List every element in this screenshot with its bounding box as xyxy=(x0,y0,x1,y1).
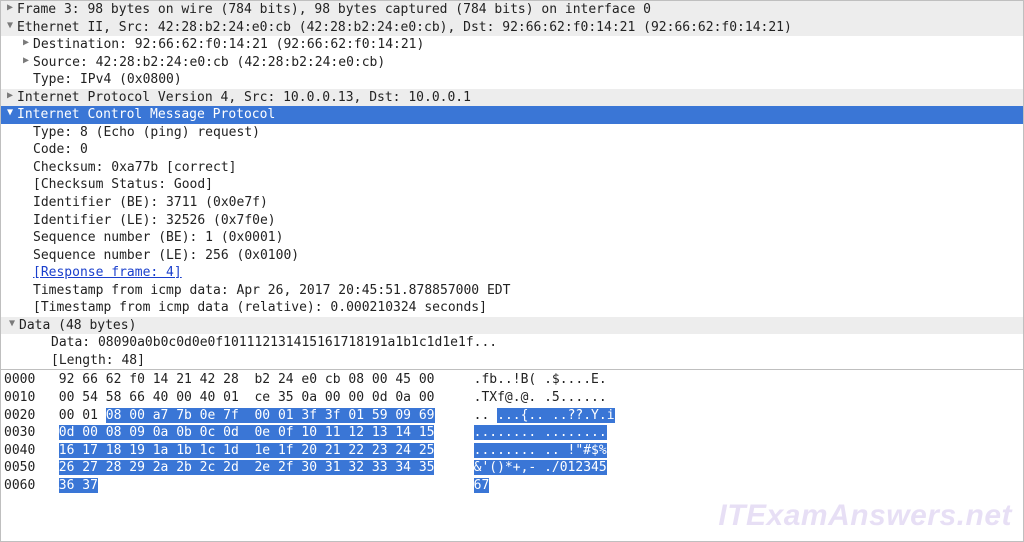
hex-offset: 0050 xyxy=(4,460,59,475)
hex-offset: 0010 xyxy=(4,390,59,405)
hex-bytes-highlighted: 0d 00 08 09 0a 0b 0c 0d 0e 0f 10 11 12 1… xyxy=(59,425,435,440)
frame-summary-label: Frame 3: 98 bytes on wire (784 bits), 98… xyxy=(17,1,651,19)
hex-line[interactable]: 0060 36 37 67 xyxy=(4,477,1020,495)
hex-bytes: 00 54 58 66 40 00 40 01 ce 35 0a 00 00 0… xyxy=(59,390,435,405)
tree-item-icmp-type[interactable]: Type: 8 (Echo (ping) request) xyxy=(1,124,1023,142)
icmp-checksum-status-label: [Checksum Status: Good] xyxy=(33,176,213,194)
ascii-bytes: .fb..!B( .$....E. xyxy=(474,372,607,387)
hex-bytes-highlighted: 26 27 28 29 2a 2b 2c 2d 2e 2f 30 31 32 3… xyxy=(59,460,435,475)
icmp-id-be-label: Identifier (BE): 3711 (0x0e7f) xyxy=(33,194,268,212)
hex-bytes-highlighted: 36 37 xyxy=(59,478,98,493)
tree-item-ethernet[interactable]: ▼ Ethernet II, Src: 42:28:b2:24:e0:cb (4… xyxy=(1,19,1023,37)
icmp-code-label: Code: 0 xyxy=(33,141,88,159)
chevron-right-icon: ▶ xyxy=(19,36,33,50)
tree-item-icmp[interactable]: ▼ Internet Control Message Protocol xyxy=(1,106,1023,124)
icmp-ts-rel-label: [Timestamp from icmp data (relative): 0.… xyxy=(33,299,487,317)
hex-offset: 0040 xyxy=(4,443,59,458)
packet-details-pane: ▶ Frame 3: 98 bytes on wire (784 bits), … xyxy=(1,1,1023,370)
icmp-id-le-label: Identifier (LE): 32526 (0x7f0e) xyxy=(33,212,276,230)
hex-line[interactable]: 0020 00 01 08 00 a7 7b 0e 7f 00 01 3f 3f… xyxy=(4,407,1020,425)
hex-offset: 0000 xyxy=(4,372,59,387)
hex-line[interactable]: 0010 00 54 58 66 40 00 40 01 ce 35 0a 00… xyxy=(4,389,1020,407)
chevron-down-icon: ▼ xyxy=(3,19,17,33)
watermark-text: ITExamAnswers.net xyxy=(718,496,1012,537)
ascii-bytes-highlighted: 67 xyxy=(474,478,490,493)
packet-bytes-pane[interactable]: 0000 92 66 62 f0 14 21 42 28 b2 24 e0 cb… xyxy=(1,370,1023,497)
tree-item-icmp-ts[interactable]: Timestamp from icmp data: Apr 26, 2017 2… xyxy=(1,282,1023,300)
icmp-length-label: [Length: 48] xyxy=(51,352,145,370)
hex-line[interactable]: 0050 26 27 28 29 2a 2b 2c 2d 2e 2f 30 31… xyxy=(4,459,1020,477)
eth-summary-label: Ethernet II, Src: 42:28:b2:24:e0:cb (42:… xyxy=(17,19,792,37)
eth-dst-label: Destination: 92:66:62:f0:14:21 (92:66:62… xyxy=(33,36,424,54)
ascii-bytes-highlighted: &'()*+,- ./012345 xyxy=(474,460,607,475)
hex-offset: 0060 xyxy=(4,478,59,493)
tree-item-icmp-response[interactable]: [Response frame: 4] xyxy=(1,264,1023,282)
tree-item-icmp-code[interactable]: Code: 0 xyxy=(1,141,1023,159)
tree-item-frame[interactable]: ▶ Frame 3: 98 bytes on wire (784 bits), … xyxy=(1,1,1023,19)
hex-line[interactable]: 0040 16 17 18 19 1a 1b 1c 1d 1e 1f 20 21… xyxy=(4,442,1020,460)
icmp-data-hdr-label: Data (48 bytes) xyxy=(19,317,136,335)
tree-item-eth-type[interactable]: Type: IPv4 (0x0800) xyxy=(1,71,1023,89)
icmp-checksum-label: Checksum: 0xa77b [correct] xyxy=(33,159,237,177)
hex-bytes: 00 01 xyxy=(59,408,106,423)
icmp-type-label: Type: 8 (Echo (ping) request) xyxy=(33,124,260,142)
ascii-bytes-highlighted: ........ .. !"#$% xyxy=(474,443,607,458)
tree-item-eth-src[interactable]: ▶ Source: 42:28:b2:24:e0:cb (42:28:b2:24… xyxy=(1,54,1023,72)
tree-item-icmp-id-be[interactable]: Identifier (BE): 3711 (0x0e7f) xyxy=(1,194,1023,212)
hex-line[interactable]: 0030 0d 00 08 09 0a 0b 0c 0d 0e 0f 10 11… xyxy=(4,424,1020,442)
tree-item-ipv4[interactable]: ▶ Internet Protocol Version 4, Src: 10.0… xyxy=(1,89,1023,107)
eth-src-label: Source: 42:28:b2:24:e0:cb (42:28:b2:24:e… xyxy=(33,54,385,72)
tree-item-icmp-seq-le[interactable]: Sequence number (LE): 256 (0x0100) xyxy=(1,247,1023,265)
tree-item-icmp-checksum-status[interactable]: [Checksum Status: Good] xyxy=(1,176,1023,194)
tree-item-icmp-ts-rel[interactable]: [Timestamp from icmp data (relative): 0.… xyxy=(1,299,1023,317)
tree-item-eth-dst[interactable]: ▶ Destination: 92:66:62:f0:14:21 (92:66:… xyxy=(1,36,1023,54)
hex-bytes-highlighted: 08 00 a7 7b 0e 7f 00 01 3f 3f 01 59 09 6… xyxy=(106,408,435,423)
hex-offset: 0020 xyxy=(4,408,59,423)
icmp-seq-be-label: Sequence number (BE): 1 (0x0001) xyxy=(33,229,283,247)
hex-offset: 0030 xyxy=(4,425,59,440)
ip-summary-label: Internet Protocol Version 4, Src: 10.0.0… xyxy=(17,89,471,107)
chevron-right-icon: ▶ xyxy=(19,54,33,68)
chevron-right-icon: ▶ xyxy=(3,89,17,103)
chevron-right-icon: ▶ xyxy=(3,1,17,15)
hex-line[interactable]: 0000 92 66 62 f0 14 21 42 28 b2 24 e0 cb… xyxy=(4,371,1020,389)
tree-item-icmp-checksum[interactable]: Checksum: 0xa77b [correct] xyxy=(1,159,1023,177)
tree-item-icmp-data[interactable]: ▼ Data (48 bytes) xyxy=(1,317,1023,335)
tree-item-icmp-id-le[interactable]: Identifier (LE): 32526 (0x7f0e) xyxy=(1,212,1023,230)
ascii-bytes-highlighted: ........ ........ xyxy=(474,425,607,440)
ascii-bytes: .TXf@.@. .5...... xyxy=(474,390,607,405)
icmp-seq-le-label: Sequence number (LE): 256 (0x0100) xyxy=(33,247,299,265)
ascii-bytes-highlighted: ...{.. ..??.Y.i xyxy=(497,408,614,423)
icmp-data-label: Data: 08090a0b0c0d0e0f101112131415161718… xyxy=(51,334,497,352)
tree-item-icmp-data-length[interactable]: [Length: 48] xyxy=(1,352,1023,370)
icmp-ts-label: Timestamp from icmp data: Apr 26, 2017 2… xyxy=(33,282,510,300)
response-frame-link[interactable]: [Response frame: 4] xyxy=(33,264,182,282)
hex-bytes: 92 66 62 f0 14 21 42 28 b2 24 e0 cb 08 0… xyxy=(59,372,435,387)
tree-item-icmp-data-bytes[interactable]: Data: 08090a0b0c0d0e0f101112131415161718… xyxy=(1,334,1023,352)
ascii-bytes: .. xyxy=(474,408,497,423)
chevron-down-icon: ▼ xyxy=(5,317,19,331)
eth-type-label: Type: IPv4 (0x0800) xyxy=(33,71,182,89)
hex-bytes-highlighted: 16 17 18 19 1a 1b 1c 1d 1e 1f 20 21 22 2… xyxy=(59,443,435,458)
chevron-down-icon: ▼ xyxy=(3,106,17,120)
tree-item-icmp-seq-be[interactable]: Sequence number (BE): 1 (0x0001) xyxy=(1,229,1023,247)
icmp-summary-label: Internet Control Message Protocol xyxy=(17,106,275,124)
